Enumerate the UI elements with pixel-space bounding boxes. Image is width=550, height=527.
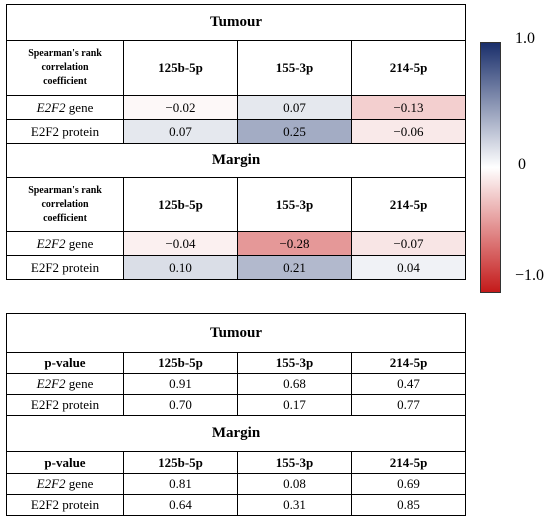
row-label: E2F2 protein <box>6 394 124 416</box>
colorbar-min-label: −1.0 <box>515 267 545 284</box>
pvalue-table: Tumour p-value 125b-5p 155-3p 214-5p E2F… <box>5 313 467 516</box>
row-label: E2F2 gene <box>6 231 124 256</box>
heat-cell: −0.13 <box>350 95 467 120</box>
heat-cell: 0.10 <box>123 255 238 280</box>
pvalue-cell: 0.31 <box>237 494 352 516</box>
section-title: Tumour <box>5 4 467 41</box>
column-header: 214-5p <box>350 40 467 96</box>
colorbar-mid-label: 0 <box>518 156 526 173</box>
column-header: 155-3p <box>237 451 352 474</box>
pvalue-cell: 0.68 <box>237 373 352 395</box>
row-label: E2F2 protein <box>6 255 124 280</box>
heat-cell: 0.07 <box>123 119 238 144</box>
section-title: Margin <box>5 415 467 452</box>
pvalue-cell: 0.85 <box>350 494 467 516</box>
column-header: 155-3p <box>237 177 352 232</box>
section-title: Tumour <box>5 313 467 353</box>
pvalue-cell: 0.08 <box>237 473 352 495</box>
row-label: E2F2 protein <box>6 119 124 144</box>
heat-cell: −0.02 <box>123 95 238 120</box>
pvalue-cell: 0.70 <box>123 394 238 416</box>
corr-header-cell: Spearman's rank correlation coefficient <box>6 40 124 96</box>
heat-cell: −0.04 <box>123 231 238 256</box>
colorbar-max-label: 1.0 <box>515 30 535 47</box>
section-title: Margin <box>5 143 467 178</box>
heat-cell: −0.06 <box>350 119 467 144</box>
heat-cell: 0.07 <box>237 95 352 120</box>
column-header: 125b-5p <box>123 40 238 96</box>
pvalue-header: p-value <box>6 451 124 474</box>
heat-cell: 0.21 <box>237 255 352 280</box>
corr-header-cell: Spearman's rank correlation coefficient <box>6 177 124 232</box>
column-header: 125b-5p <box>123 177 238 232</box>
pvalue-header: p-value <box>6 352 124 374</box>
row-label: E2F2 gene <box>6 373 124 395</box>
heat-cell: −0.28 <box>237 231 352 256</box>
column-header: 125b-5p <box>123 451 238 474</box>
pvalue-cell: 0.64 <box>123 494 238 516</box>
column-header: 214-5p <box>350 451 467 474</box>
column-header: 125b-5p <box>123 352 238 374</box>
heat-cell: 0.25 <box>237 119 352 144</box>
pvalue-cell: 0.17 <box>237 394 352 416</box>
colorbar <box>480 42 501 293</box>
column-header: 214-5p <box>350 177 467 232</box>
column-header: 155-3p <box>237 40 352 96</box>
column-header: 155-3p <box>237 352 352 374</box>
heat-cell: −0.07 <box>350 231 467 256</box>
column-header: 214-5p <box>350 352 467 374</box>
pvalue-cell: 0.81 <box>123 473 238 495</box>
pvalue-cell: 0.91 <box>123 373 238 395</box>
pvalue-cell: 0.47 <box>350 373 467 395</box>
row-label: E2F2 protein <box>6 494 124 516</box>
heat-cell: 0.04 <box>350 255 467 280</box>
row-label: E2F2 gene <box>6 95 124 120</box>
correlation-table: Tumour Spearman's rank correlation coeff… <box>5 4 467 280</box>
pvalue-cell: 0.69 <box>350 473 467 495</box>
row-label: E2F2 gene <box>6 473 124 495</box>
pvalue-cell: 0.77 <box>350 394 467 416</box>
